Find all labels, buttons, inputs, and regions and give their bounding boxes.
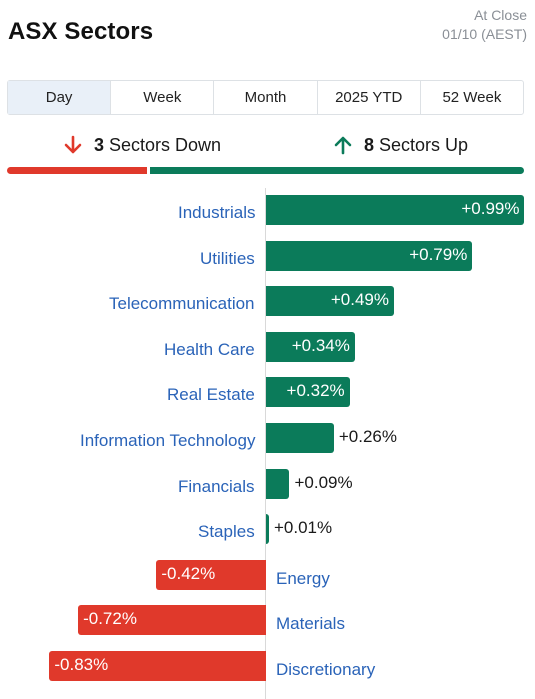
- sector-label-telecommunication[interactable]: Telecommunication: [109, 294, 255, 314]
- bar-materials[interactable]: [78, 605, 266, 636]
- sectors-up-bar: [150, 167, 524, 174]
- zero-axis-line: [265, 188, 266, 699]
- sectors-up-label: Sectors Up: [379, 134, 469, 155]
- sectors-down-bar: [7, 167, 147, 174]
- sectors-down-count: 3: [94, 134, 105, 155]
- sector-label-materials[interactable]: Materials: [276, 614, 345, 634]
- sectors-down-label: Sectors Down: [109, 134, 222, 155]
- tab-52-week[interactable]: 52 Week: [419, 81, 523, 114]
- close-timestamp: At Close 01/10 (AEST): [442, 6, 527, 44]
- sector-label-industrials[interactable]: Industrials: [178, 203, 256, 222]
- sector-label-discretionary[interactable]: Discretionary: [276, 660, 376, 679]
- header: ASX Sectors At Close 01/10 (AEST): [8, 6, 527, 66]
- value-label-health-care: +0.34%: [291, 335, 350, 355]
- value-label-staples: +0.01%: [274, 518, 333, 538]
- close-status: At Close: [474, 7, 527, 23]
- sector-label-information-technology[interactable]: Information Technology: [80, 431, 256, 450]
- value-label-telecommunication: +0.49%: [330, 290, 390, 310]
- tab-month[interactable]: Month: [213, 81, 316, 114]
- bar-energy[interactable]: [156, 559, 266, 590]
- period-tabs: Day Week Month 2025 YTD 52 Week: [7, 80, 524, 115]
- sectors-up-summary: 8 Sectors Up: [332, 134, 468, 156]
- bar-health-care[interactable]: [266, 331, 355, 362]
- bar-information-technology[interactable]: [266, 423, 334, 453]
- bar-real-estate[interactable]: [266, 377, 350, 408]
- value-label-materials: -0.72%: [83, 609, 137, 629]
- sector-label-financials[interactable]: Financials: [178, 476, 255, 496]
- sector-label-utilities[interactable]: Utilities: [200, 248, 255, 268]
- bar-industrials[interactable]: [266, 195, 525, 225]
- sector-label-health-care[interactable]: Health Care: [164, 339, 255, 359]
- value-label-energy: -0.42%: [161, 563, 216, 583]
- value-label-information-technology: +0.26%: [338, 427, 397, 446]
- value-label-discretionary: -0.83%: [54, 655, 109, 674]
- value-label-financials: +0.09%: [294, 472, 353, 492]
- sector-bar-chart: Industrials +0.99% Utilities +0.79% Telecomm…: [0, 188, 535, 699]
- value-label-industrials: +0.99%: [461, 199, 520, 218]
- tab-day[interactable]: Day: [8, 81, 111, 114]
- value-label-utilities: +0.79%: [409, 244, 468, 264]
- sectors-up-count: 8: [364, 134, 375, 155]
- bar-discretionary[interactable]: [49, 651, 266, 681]
- bar-utilities[interactable]: [266, 240, 473, 271]
- sector-label-staples[interactable]: Staples: [198, 522, 255, 542]
- bar-staples[interactable]: [266, 514, 269, 545]
- sector-summary: 3 Sectors Down 8 Sectors Up: [7, 128, 524, 178]
- tab-ytd[interactable]: 2025 YTD: [316, 81, 420, 114]
- page-title: ASX Sectors: [8, 18, 154, 45]
- sector-label-energy[interactable]: Energy: [276, 568, 330, 588]
- arrow-down-icon: [64, 135, 82, 154]
- value-label-real-estate: +0.32%: [286, 381, 345, 401]
- bar-financials[interactable]: [266, 468, 290, 499]
- sector-label-real-estate[interactable]: Real Estate: [167, 385, 255, 405]
- close-date: 01/10 (AEST): [442, 26, 527, 42]
- tab-week[interactable]: Week: [110, 81, 213, 114]
- bar-telecommunication[interactable]: [266, 286, 394, 317]
- sectors-down-summary: 3 Sectors Down: [62, 134, 221, 156]
- arrow-up-icon: [334, 136, 352, 155]
